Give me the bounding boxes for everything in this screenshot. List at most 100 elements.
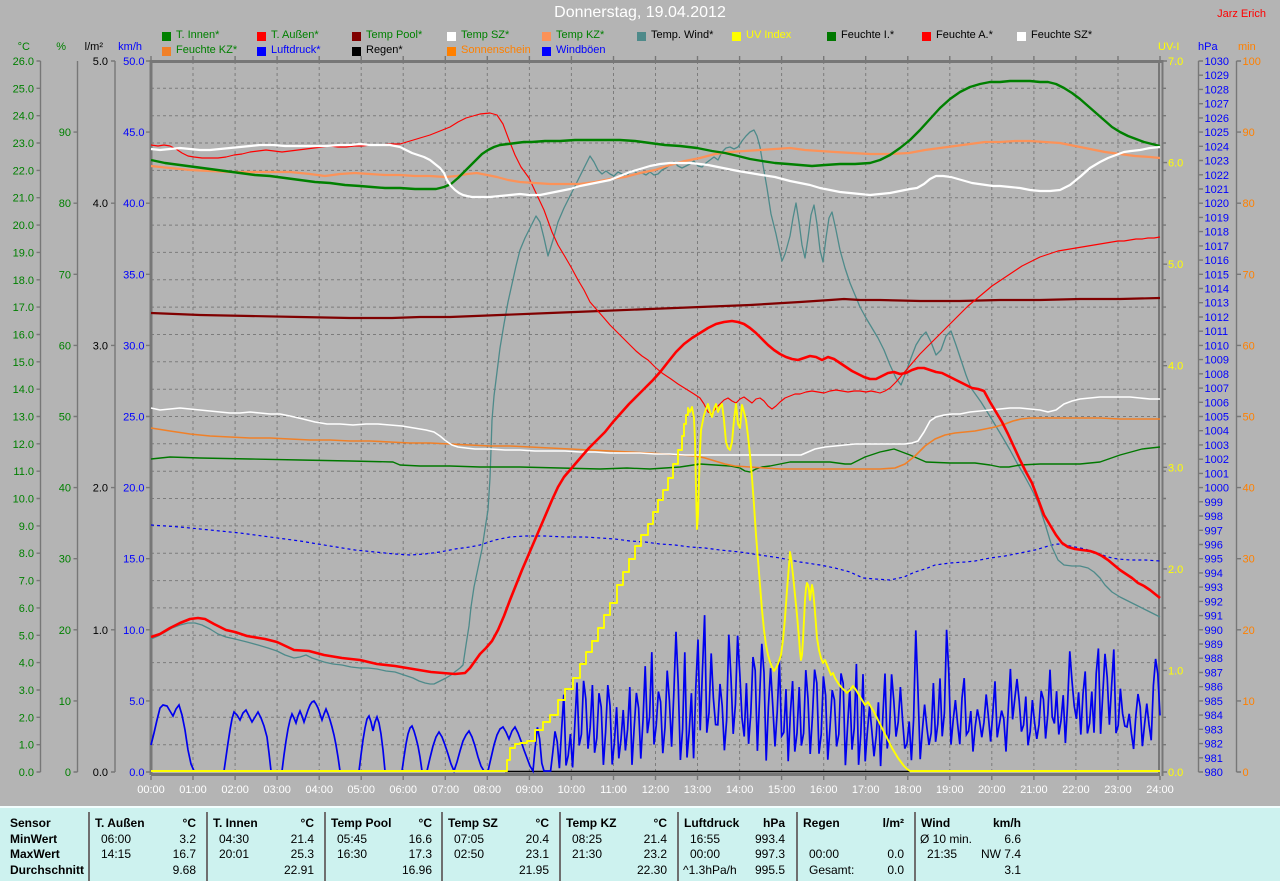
svg-text:7.0: 7.0: [19, 576, 34, 588]
svg-text:999: 999: [1205, 497, 1223, 509]
svg-text:l/m²: l/m²: [85, 41, 104, 53]
svg-text:1021: 1021: [1205, 184, 1229, 196]
svg-text:994: 994: [1205, 568, 1223, 580]
svg-text:100: 100: [1243, 56, 1261, 68]
svg-text:km/h: km/h: [118, 41, 142, 53]
svg-text:12.0: 12.0: [13, 439, 34, 451]
svg-text:21.0: 21.0: [13, 193, 34, 205]
svg-text:17:00: 17:00: [852, 784, 880, 796]
svg-text:1025: 1025: [1205, 127, 1229, 139]
svg-text:23.0: 23.0: [13, 138, 34, 150]
svg-text:1024: 1024: [1205, 141, 1229, 153]
svg-text:90: 90: [1243, 127, 1255, 139]
svg-text:986: 986: [1205, 682, 1223, 694]
svg-text:70: 70: [59, 269, 71, 281]
svg-text:22.0: 22.0: [13, 165, 34, 177]
svg-text:6.0: 6.0: [1168, 158, 1183, 170]
svg-text:1020: 1020: [1205, 198, 1229, 210]
svg-text:1029: 1029: [1205, 70, 1229, 82]
svg-text:0.0: 0.0: [19, 767, 34, 779]
svg-text:8.0: 8.0: [19, 548, 34, 560]
svg-text:°C: °C: [18, 41, 30, 53]
svg-text:10: 10: [59, 696, 71, 708]
svg-text:18.0: 18.0: [13, 275, 34, 287]
svg-text:1027: 1027: [1205, 99, 1229, 111]
svg-text:04:00: 04:00: [305, 784, 333, 796]
svg-text:5.0: 5.0: [1168, 259, 1183, 271]
svg-text:14.0: 14.0: [13, 384, 34, 396]
svg-text:min: min: [1238, 41, 1256, 53]
svg-text:11:00: 11:00: [600, 784, 627, 796]
svg-text:08:00: 08:00: [474, 784, 502, 796]
svg-text:6.0: 6.0: [19, 603, 34, 615]
svg-text:35.0: 35.0: [123, 269, 144, 281]
svg-text:983: 983: [1205, 724, 1223, 736]
svg-text:1010: 1010: [1205, 340, 1229, 352]
svg-text:1018: 1018: [1205, 227, 1229, 239]
svg-text:50: 50: [1243, 412, 1255, 424]
svg-text:15:00: 15:00: [768, 784, 796, 796]
svg-text:3.0: 3.0: [19, 685, 34, 697]
svg-text:982: 982: [1205, 739, 1223, 751]
svg-text:0: 0: [65, 767, 71, 779]
svg-text:40: 40: [59, 483, 71, 495]
svg-text:2.0: 2.0: [93, 483, 108, 495]
svg-text:3.0: 3.0: [93, 340, 108, 352]
svg-text:0: 0: [1243, 767, 1249, 779]
svg-text:09:00: 09:00: [516, 784, 544, 796]
svg-text:16:00: 16:00: [810, 784, 838, 796]
svg-text:30: 30: [1243, 554, 1255, 566]
svg-text:10.0: 10.0: [13, 494, 34, 506]
svg-text:1009: 1009: [1205, 355, 1229, 367]
svg-text:989: 989: [1205, 639, 1223, 651]
svg-text:1030: 1030: [1205, 56, 1229, 68]
svg-text:19:00: 19:00: [936, 784, 964, 796]
svg-text:12:00: 12:00: [642, 784, 670, 796]
svg-text:40.0: 40.0: [123, 198, 144, 210]
svg-text:5.0: 5.0: [19, 630, 34, 642]
svg-text:60: 60: [59, 340, 71, 352]
svg-text:20:00: 20:00: [978, 784, 1006, 796]
svg-text:1004: 1004: [1205, 426, 1229, 438]
svg-text:30: 30: [59, 554, 71, 566]
svg-text:25.0: 25.0: [13, 83, 34, 95]
svg-text:90: 90: [59, 127, 71, 139]
svg-text:07:00: 07:00: [432, 784, 460, 796]
svg-text:14:00: 14:00: [726, 784, 754, 796]
svg-text:1012: 1012: [1205, 312, 1229, 324]
svg-text:24.0: 24.0: [13, 111, 34, 123]
svg-text:23:00: 23:00: [1104, 784, 1132, 796]
svg-text:06:00: 06:00: [389, 784, 417, 796]
svg-text:980: 980: [1205, 767, 1223, 779]
svg-text:4.0: 4.0: [1168, 361, 1183, 373]
svg-text:984: 984: [1205, 710, 1223, 722]
svg-text:10:00: 10:00: [558, 784, 586, 796]
svg-text:1002: 1002: [1205, 454, 1229, 466]
svg-text:985: 985: [1205, 696, 1223, 708]
svg-text:2.0: 2.0: [1168, 564, 1183, 576]
svg-text:1013: 1013: [1205, 298, 1229, 310]
svg-text:%: %: [56, 41, 66, 53]
svg-text:22:00: 22:00: [1062, 784, 1090, 796]
svg-text:2.0: 2.0: [19, 712, 34, 724]
svg-text:4.0: 4.0: [93, 198, 108, 210]
svg-text:01:00: 01:00: [179, 784, 207, 796]
svg-text:996: 996: [1205, 540, 1223, 552]
svg-text:80: 80: [1243, 198, 1255, 210]
svg-text:1.0: 1.0: [1168, 665, 1183, 677]
svg-text:1008: 1008: [1205, 369, 1229, 381]
svg-text:7.0: 7.0: [1168, 56, 1183, 68]
svg-text:02:00: 02:00: [221, 784, 249, 796]
svg-text:1023: 1023: [1205, 156, 1229, 168]
svg-text:13:00: 13:00: [684, 784, 712, 796]
svg-text:990: 990: [1205, 625, 1223, 637]
svg-text:0.0: 0.0: [1168, 767, 1183, 779]
svg-text:24:00: 24:00: [1146, 784, 1174, 796]
svg-text:992: 992: [1205, 596, 1223, 608]
svg-text:981: 981: [1205, 753, 1223, 765]
svg-text:15.0: 15.0: [123, 554, 144, 566]
svg-text:998: 998: [1205, 511, 1223, 523]
svg-text:1000: 1000: [1205, 483, 1229, 495]
svg-text:UV-I: UV-I: [1158, 41, 1179, 53]
svg-text:1.0: 1.0: [93, 625, 108, 637]
